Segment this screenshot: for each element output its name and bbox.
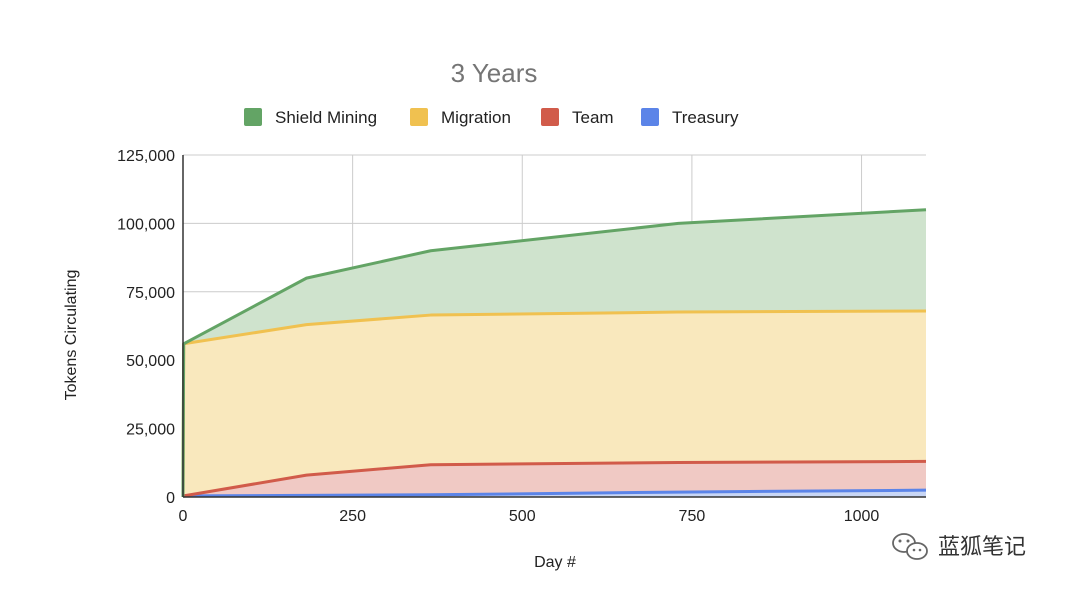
tick-labels: 0 25,000 50,000 75,000 100,000 125,000 0 250 500… [117, 148, 879, 525]
y-tick-label: 125,000 [117, 148, 175, 165]
x-tick-label: 750 [679, 508, 706, 525]
legend-item-team: Team [541, 108, 614, 127]
y-tick-label: 50,000 [126, 353, 175, 370]
legend-swatch [244, 108, 262, 126]
legend-label: Migration [441, 108, 511, 127]
wechat-icon [892, 533, 928, 560]
x-tick-label: 500 [509, 508, 536, 525]
legend-item-migration: Migration [410, 108, 511, 127]
legend-label: Shield Mining [275, 108, 377, 127]
area-migration [183, 310, 926, 497]
x-axis-title: Day # [534, 554, 576, 571]
legend-swatch [541, 108, 559, 126]
x-tick-label: 250 [339, 508, 366, 525]
y-tick-label: 100,000 [117, 216, 175, 233]
area-series [183, 209, 926, 497]
watermark-text: 蓝狐笔记 [938, 534, 1026, 559]
y-axis-title: Tokens Circulating [63, 270, 80, 401]
legend-item-treasury: Treasury [641, 108, 739, 127]
legend-swatch [410, 108, 428, 126]
y-tick-label: 0 [166, 490, 175, 507]
legend-label: Team [572, 108, 614, 127]
legend-swatch [641, 108, 659, 126]
chart-title: 3 Years [451, 58, 538, 88]
axes [182, 155, 926, 498]
chart-legend: Shield Mining Migration Team Treasury [244, 108, 739, 127]
y-tick-label: 75,000 [126, 285, 175, 302]
watermark: 蓝狐笔记 [892, 533, 1026, 560]
y-tick-label: 25,000 [126, 422, 175, 439]
x-tick-label: 0 [179, 508, 188, 525]
area-shield-mining [183, 209, 926, 497]
legend-item-shield-mining: Shield Mining [244, 108, 377, 127]
legend-label: Treasury [672, 108, 739, 127]
x-tick-label: 1000 [844, 508, 880, 525]
